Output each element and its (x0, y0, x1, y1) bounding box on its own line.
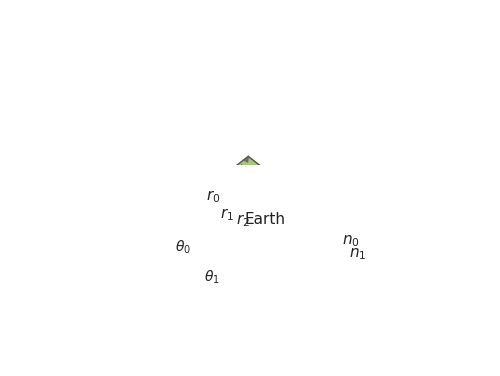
Text: $r_0$: $r_0$ (206, 188, 220, 205)
Text: $r_1$: $r_1$ (220, 206, 234, 223)
Text: $\theta_1$: $\theta_1$ (204, 268, 220, 286)
Polygon shape (167, 156, 330, 260)
Text: $n_1$: $n_1$ (349, 246, 366, 262)
Text: $n_0$: $n_0$ (342, 233, 360, 249)
Text: $\theta_0$: $\theta_0$ (176, 238, 192, 256)
Text: $r_2$: $r_2$ (236, 213, 250, 229)
Text: Earth: Earth (244, 212, 286, 227)
